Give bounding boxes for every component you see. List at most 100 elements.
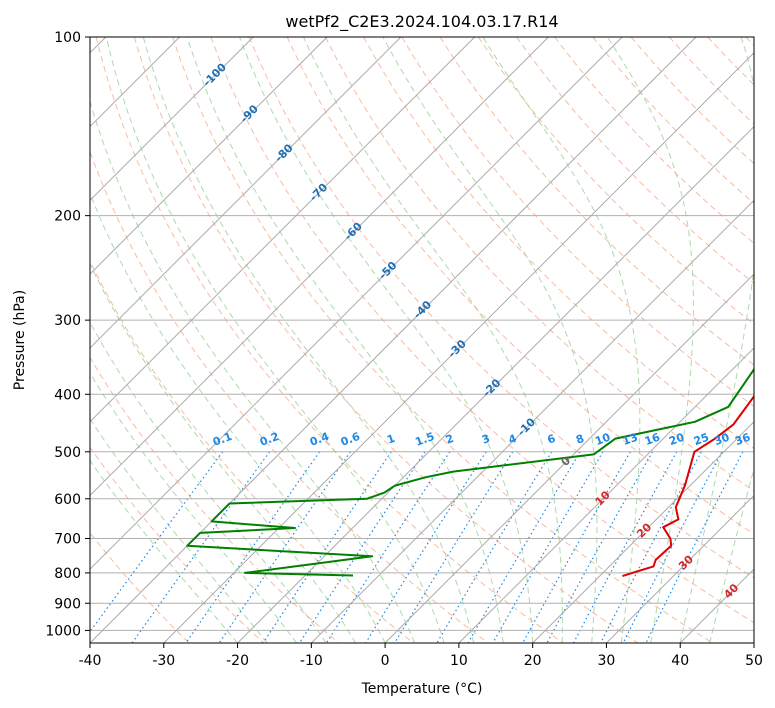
isotherm-line <box>606 494 754 643</box>
y-axis-title: Pressure (hPa) <box>12 290 28 390</box>
moist-adiabat <box>482 37 641 643</box>
mixing-ratio-line <box>365 451 487 643</box>
dry-adiabat <box>95 37 564 643</box>
mixing-ratio-line <box>90 451 224 633</box>
dry-adiabat <box>90 150 489 643</box>
y-tick-label: 1000 <box>45 623 81 639</box>
mixing-ratio-label: 0.6 <box>339 430 362 449</box>
isotherm-line <box>310 199 754 643</box>
mixing-ratio-line <box>572 451 678 643</box>
dry-adiabat <box>516 37 754 285</box>
dry-adiabat <box>90 356 339 643</box>
mixing-ratio-label: 0.2 <box>258 430 281 449</box>
x-axis-title: Temperature (°C) <box>361 681 483 697</box>
x-axis: -40 -30 -20 -10 0 10 20 30 40 50 <box>79 643 763 669</box>
moist-adiabat <box>90 459 238 643</box>
y-tick-label: 400 <box>54 387 81 403</box>
isotherm-line <box>90 37 328 275</box>
moist-adiabat <box>606 37 694 643</box>
moist-adiabat <box>142 37 475 643</box>
moist-adiabat <box>679 37 754 643</box>
moist-adiabat <box>90 192 386 643</box>
isotherm-line <box>532 420 754 643</box>
y-tick-label: 100 <box>54 30 81 46</box>
y-tick-label: 600 <box>54 492 81 508</box>
dewpoint-profile <box>186 367 754 577</box>
x-tick-label: 30 <box>598 653 616 669</box>
mixing-ratio-line <box>436 451 553 643</box>
mixing-ratio-label: 20 <box>667 430 686 448</box>
isotherm-line <box>90 37 254 202</box>
isotherm-line <box>237 125 754 643</box>
moist-adiabat <box>90 262 357 643</box>
mixing-ratio-line <box>522 451 631 643</box>
mixing-ratio-label: 10 <box>593 430 612 448</box>
isotherm-line <box>384 273 754 643</box>
dry-adiabat <box>477 37 754 325</box>
mixing-ratio-label: 0.4 <box>308 430 331 449</box>
dry-adiabat <box>248 37 754 579</box>
y-tick-label: 200 <box>54 209 81 225</box>
x-tick-label: 20 <box>524 653 542 669</box>
moist-adiabat <box>239 37 534 643</box>
isotherm-line <box>163 52 754 643</box>
y-tick-label: 900 <box>54 596 81 612</box>
chart-title: wetPf2_C2E3.2024.104.03.17.R14 <box>285 12 558 32</box>
mixing-ratio-line <box>546 451 654 643</box>
y-tick-label: 800 <box>54 566 81 582</box>
mixing-ratio-label: 4 <box>507 432 519 447</box>
profiles <box>186 367 754 578</box>
dry-adiabat <box>90 446 265 643</box>
mixing-ratio-line <box>299 451 426 643</box>
x-tick-label: -30 <box>152 653 175 669</box>
dry-adiabat <box>324 37 754 492</box>
isotherm-line <box>458 347 754 643</box>
y-tick-label: 300 <box>54 313 81 329</box>
isotherm-line <box>90 37 402 349</box>
dry-adiabat <box>210 37 754 624</box>
mixing-ratio-label: 36 <box>733 430 752 448</box>
dry-adiabat <box>439 37 754 366</box>
mixing-ratio-label: 16 <box>643 430 662 448</box>
y-tick-label: 700 <box>54 532 81 548</box>
mixing-ratio-label: 30 <box>712 430 731 448</box>
mixing-ratio-label: 25 <box>692 431 711 448</box>
mixing-ratio-label: 6 <box>546 432 558 447</box>
moist-adiabat <box>105 37 445 643</box>
isotherm-line <box>90 37 623 570</box>
temperature-profile <box>622 394 754 578</box>
mixing-ratio-label: 8 <box>574 432 586 447</box>
x-tick-label: -10 <box>300 653 323 669</box>
x-tick-label: 40 <box>671 653 689 669</box>
moist-adiabat <box>90 99 416 643</box>
mixing-ratio-line <box>600 451 703 643</box>
moist-adiabat <box>90 372 297 643</box>
mixing-ratio-label: 0.1 <box>211 430 234 449</box>
y-tick-label: 500 <box>54 445 81 461</box>
mixing-ratio-line <box>467 451 581 643</box>
mixing-ratio-line <box>218 451 351 643</box>
mixing-ratio-label: 1.5 <box>413 430 436 449</box>
y-axis: 100 200 300 400 500 600 700 800 900 1000 <box>45 30 90 639</box>
isotherm-line <box>90 37 549 497</box>
x-tick-label: 50 <box>745 653 763 669</box>
plot-area: -100-90-80-70-60-50-40-30-20-10010203040… <box>90 37 754 643</box>
moist-adiabat <box>186 37 504 643</box>
x-tick-label: 10 <box>450 653 468 669</box>
plot-frame <box>89 36 755 644</box>
mixing-ratio-label: 2 <box>444 432 456 447</box>
mixing-ratio-label: 13 <box>621 431 640 448</box>
mixing-ratio-label: 3 <box>480 432 492 447</box>
x-tick-label: -20 <box>226 653 249 669</box>
moist-adiabat <box>303 37 563 643</box>
moist-adiabat <box>382 37 598 643</box>
moist-adiabat <box>90 321 327 643</box>
moist-adiabat <box>90 417 268 643</box>
x-tick-label: 0 <box>381 653 390 669</box>
isotherm-line <box>90 37 476 423</box>
dry-adiabat <box>133 37 639 643</box>
x-tick-label: -40 <box>79 653 102 669</box>
mixing-ratio-label: 1 <box>385 432 397 447</box>
